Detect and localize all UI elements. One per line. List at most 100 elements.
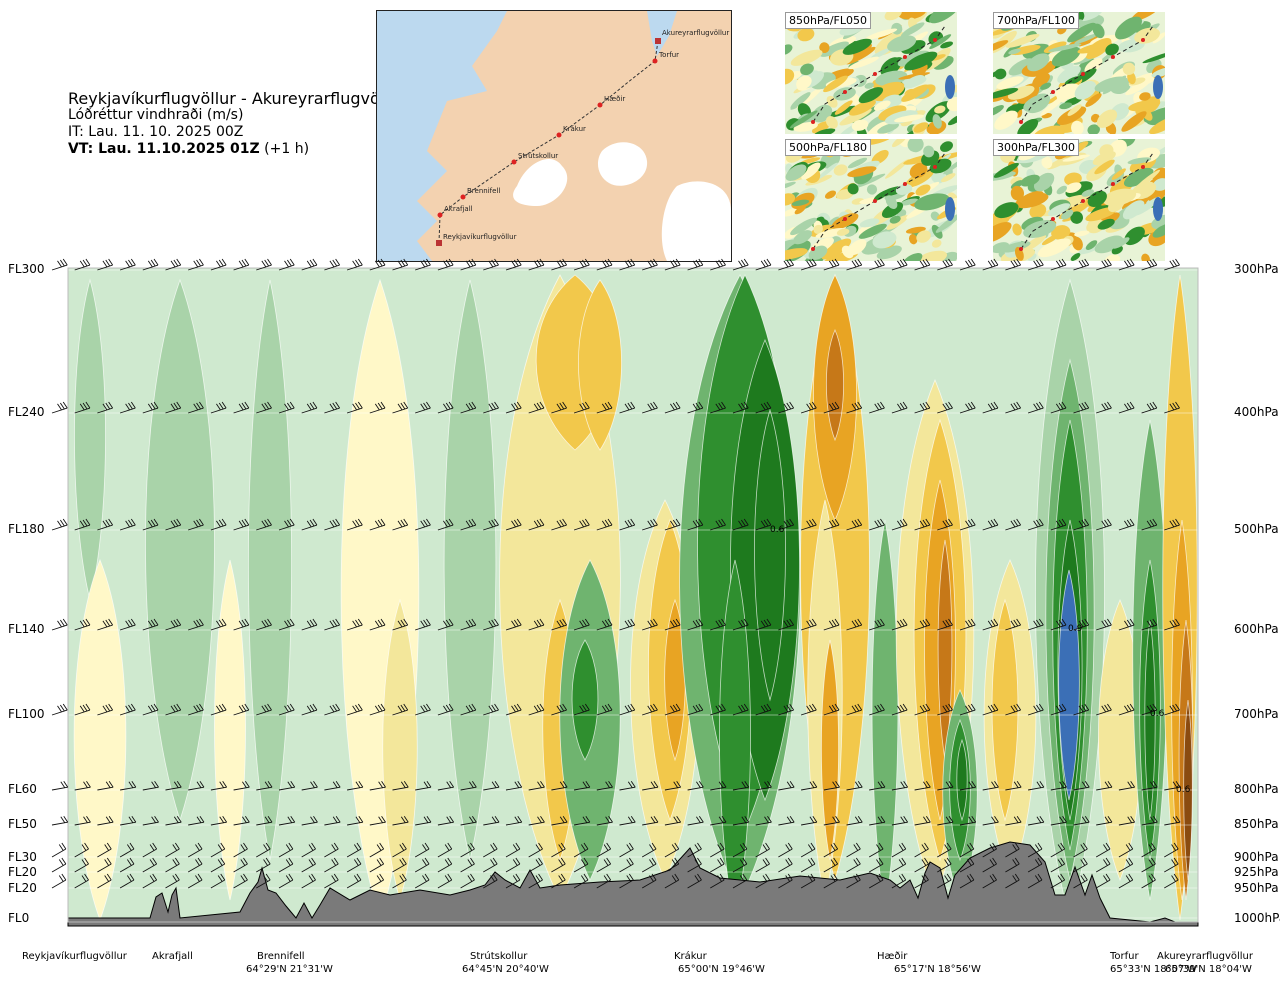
wind-barb [823,618,840,631]
wind-barb [664,518,681,531]
wind-barb [664,703,681,716]
wind-barb [551,258,567,271]
wind-barb [982,618,999,631]
wind-barb [188,780,205,791]
wind-barb [891,618,908,631]
wind-barb [415,815,432,826]
wind-barb [551,815,568,826]
wind-barb [233,618,250,631]
wind-barb [573,401,590,414]
wind-barb [800,842,816,858]
wind-barb [664,618,681,631]
minimap-label: 300hPa/FL300 [993,139,1080,156]
velocity-contour [1144,619,1156,821]
wind-barb [619,618,636,631]
wind-barb [800,258,817,271]
wind-barb [188,618,204,631]
wind-barb [1005,258,1021,271]
station-coordinates: 64°45'N 20°40'W [462,964,549,975]
wind-barb [642,618,658,631]
wind-barb [165,258,182,271]
wind-barb [1118,873,1134,889]
wind-barb [1050,857,1066,873]
wind-barb [596,703,613,716]
wind-barb [392,873,407,889]
wind-barb [437,618,454,631]
wind-barb [233,857,248,873]
wind-barb [664,780,682,791]
wind-barb [1005,618,1021,631]
wind-barb [51,258,68,271]
wind-barb [869,401,885,414]
wind-barb [982,703,999,716]
wind-barb [869,815,886,826]
wind-barb [846,857,861,873]
wind-barb [437,401,454,414]
wind-barb [596,618,613,631]
wind-barb [369,857,385,873]
pressure-level-label: 300hPa [1234,262,1279,276]
wind-barb [619,518,636,531]
wind-barb [642,258,658,271]
wind-barb [800,618,817,631]
flight-level-label: FL50 [8,817,37,831]
wind-barb [596,857,612,873]
wind-barb [483,780,500,791]
wind-barb [914,815,931,826]
glacier-langjokull [513,158,568,206]
wind-barb [256,401,272,414]
wind-barb [641,857,657,873]
wind-barb [210,815,228,826]
wind-barb [233,873,248,889]
wind-barb [619,780,636,791]
initial-time: IT: Lau. 11. 10. 2025 00Z [68,124,244,140]
wind-barb [347,815,364,826]
wind-barb [188,815,205,826]
wind-barb [1050,703,1067,716]
minimap-label: 700hPa/FL100 [993,12,1080,29]
wind-barb [51,780,69,791]
wind-barb [233,518,250,531]
wind-barb [1118,703,1135,716]
wind-barb [982,258,999,271]
wind-barb [1027,258,1044,271]
contour-label: 0.9 [1068,624,1083,634]
wind-barb [142,518,159,531]
wind-barb [97,258,113,271]
wind-barb [1096,703,1112,716]
wind-barb [437,873,453,889]
wind-barb [1050,518,1067,531]
wind-barb [937,703,953,716]
wind-barb [119,401,136,414]
wind-barb [755,780,772,791]
wind-barb [460,873,475,889]
wind-barb [74,857,89,873]
wind-barb [1118,401,1135,414]
wind-barb [1005,401,1021,414]
wind-barb [460,258,477,271]
wind-barb [937,857,952,873]
wind-barb [187,857,203,873]
wind-barb [1141,618,1158,631]
wind-barb [437,258,454,271]
wind-barb [460,815,477,826]
wind-barb [51,703,68,716]
wind-barb [914,842,929,858]
wind-barb [869,703,885,716]
wind-barb [392,258,409,271]
wind-barb [800,518,817,531]
wind-barb [1096,258,1112,271]
wind-barb [732,815,750,826]
wind-barb [823,258,840,271]
wind-barb [301,518,318,531]
wind-barb [1005,815,1022,826]
wind-barb [982,815,999,826]
pressure-level-label: 950hPa [1234,881,1279,895]
wind-barb [914,518,931,531]
wind-barb [573,258,590,271]
wind-barb [210,401,227,414]
wind-barb [1164,518,1180,531]
wind-barb [1118,815,1136,826]
station-name: Brennifell [257,951,305,962]
wind-barb [51,518,68,531]
